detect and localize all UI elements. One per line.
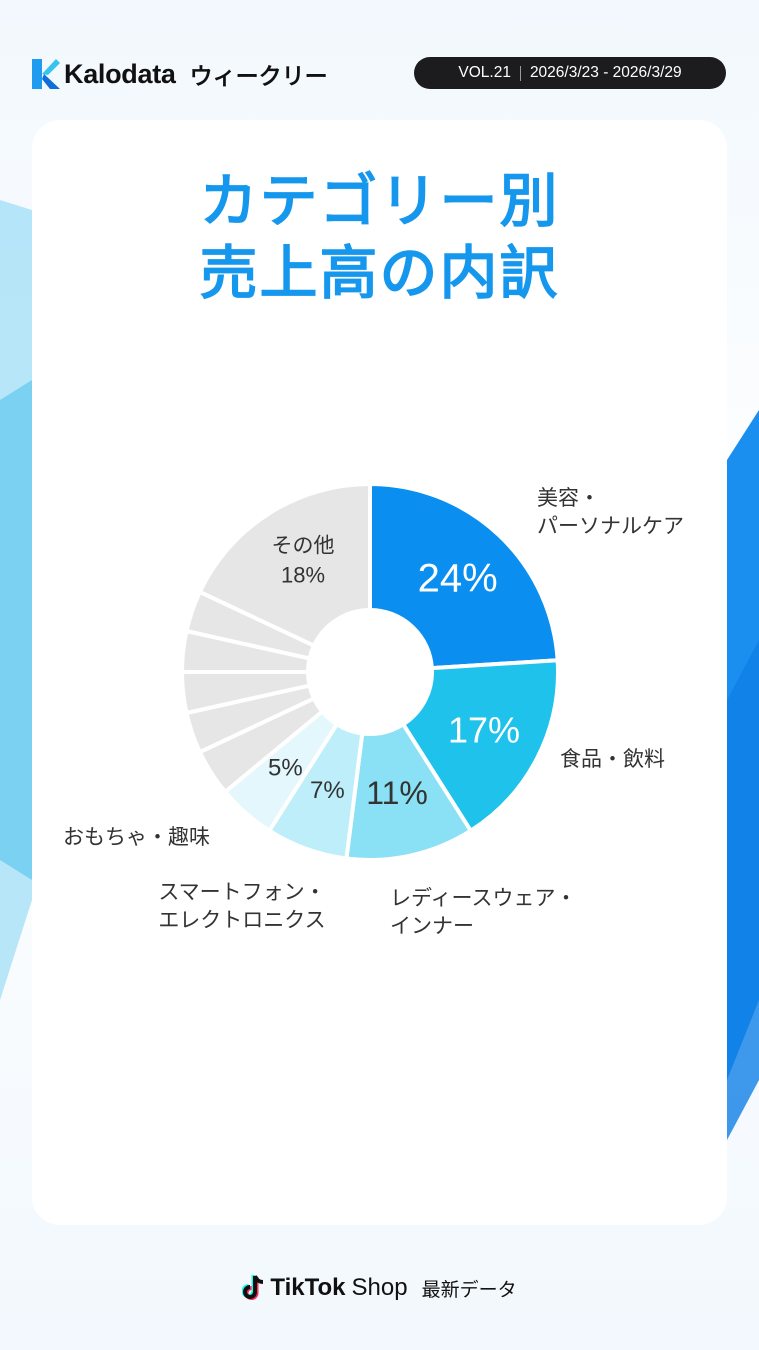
category-label: 食品・飲料: [560, 747, 665, 771]
category-label: レディースウェア・: [390, 886, 576, 910]
slice-value-label: 17%: [448, 710, 520, 751]
issue-badge: VOL.21 2026/3/23 - 2026/3/29: [414, 57, 726, 89]
header: Kalodata ウィークリー VOL.21 2026/3/23 - 2026/…: [32, 54, 726, 94]
category-label: その他: [272, 533, 335, 557]
slice-value-label: 5%: [268, 755, 303, 782]
content-card: カテゴリー別 売上高の内訳: [32, 120, 727, 1225]
divider: [519, 65, 521, 81]
category-label: スマートフォン・: [158, 880, 325, 904]
volume-number: VOL.21: [458, 64, 511, 81]
page-title: カテゴリー別 売上高の内訳: [32, 165, 727, 309]
date-range: 2026/3/23 - 2026/3/29: [529, 64, 682, 81]
slice-value-label: 18%: [281, 562, 325, 587]
title-line-2: 売上高の内訳: [199, 239, 560, 307]
tiktok-brand: TikTok: [270, 1274, 346, 1301]
shop-label: Shop: [351, 1274, 408, 1301]
category-label: エレクトロニクス: [158, 908, 325, 932]
slice-value-label: 24%: [418, 557, 498, 601]
slice-value-label: 7%: [310, 777, 345, 804]
donut-slice-10: [197, 482, 372, 648]
tiktok-note-icon: [242, 1275, 264, 1300]
donut-slice-0: [368, 482, 560, 671]
category-label: 美容・: [537, 486, 600, 510]
title-line-1: カテゴリー別: [199, 167, 560, 235]
category-label: インナー: [390, 914, 474, 938]
category-label: おもちゃ・趣味: [63, 825, 210, 849]
slice-value-label: 11%: [366, 775, 428, 811]
latest-data-label: 最新データ: [421, 1278, 517, 1301]
category-label: パーソナルケア: [537, 514, 684, 538]
brand-name: Kalodata: [64, 58, 176, 89]
donut-slice-2: [344, 722, 473, 862]
kalodata-logo: Kalodata ウィークリー: [32, 56, 328, 92]
weekly-label: ウィークリー: [189, 64, 328, 90]
donut-slice-1: [401, 658, 560, 833]
kalodata-k-icon: [32, 59, 60, 89]
footer: TikTok Shop 最新データ: [0, 1270, 759, 1306]
